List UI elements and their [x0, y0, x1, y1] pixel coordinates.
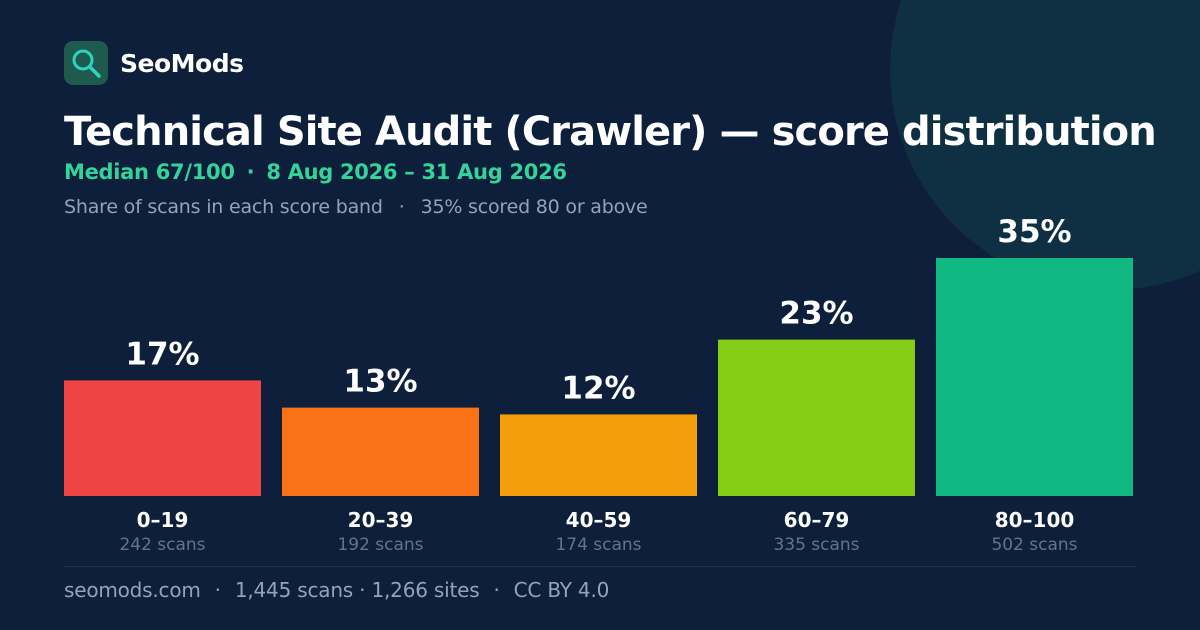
footer-separator: · [493, 578, 500, 602]
caption: Share of scans in each score band · 35% sc… [64, 196, 648, 218]
bar-80–100 [936, 258, 1133, 496]
bar-20–39 [282, 407, 479, 496]
scan-count-label: 174 scans [555, 535, 641, 555]
magnifier-icon [72, 49, 101, 78]
date-range: 8 Aug 2026 – 31 Aug 2026 [266, 160, 567, 184]
brand-logo [64, 41, 108, 85]
page-title: Technical Site Audit (Crawler) — score d… [64, 109, 1157, 155]
scan-count-label: 242 scans [119, 535, 205, 555]
category-label: 40–59 [566, 508, 632, 532]
subtitle-separator: · [246, 160, 255, 184]
footer-separator: · [214, 578, 221, 602]
bar-value-label: 13% [343, 364, 417, 400]
caption-text: Share of scans in each score band [64, 196, 383, 218]
bar-value-label: 35% [997, 214, 1071, 250]
brand-name: SeoMods [120, 48, 244, 78]
category-label: 0–19 [137, 508, 189, 532]
scan-count-label: 335 scans [773, 535, 859, 555]
category-label: 60–79 [784, 508, 850, 532]
brand: SeoMods [64, 41, 244, 85]
bar-value-label: 17% [125, 336, 199, 372]
median-score: Median 67/100 [64, 160, 235, 184]
caption-separator: · [398, 196, 405, 218]
footer-counts: 1,445 scans · 1,266 sites [234, 578, 480, 602]
subtitle: Median 67/100 · 8 Aug 2026 – 31 Aug 2026 [64, 160, 567, 184]
footer-site: seomods.com [64, 578, 201, 602]
caption-highlight: 35% scored 80 or above [420, 196, 648, 218]
footer-divider [64, 566, 1137, 567]
bar-value-label: 23% [779, 296, 853, 332]
scan-count-label: 192 scans [337, 535, 423, 555]
footer: seomods.com · 1,445 scans · 1,266 sites · CC… [64, 578, 609, 602]
footer-license: CC BY 4.0 [513, 578, 610, 602]
bar-0–19 [64, 380, 261, 496]
bar-60–79 [718, 339, 915, 496]
bar-40–59 [500, 414, 697, 496]
scan-count-label: 502 scans [991, 535, 1077, 555]
category-label: 20–39 [348, 508, 414, 532]
category-label: 80–100 [995, 508, 1075, 532]
bar-value-label: 12% [561, 370, 635, 406]
